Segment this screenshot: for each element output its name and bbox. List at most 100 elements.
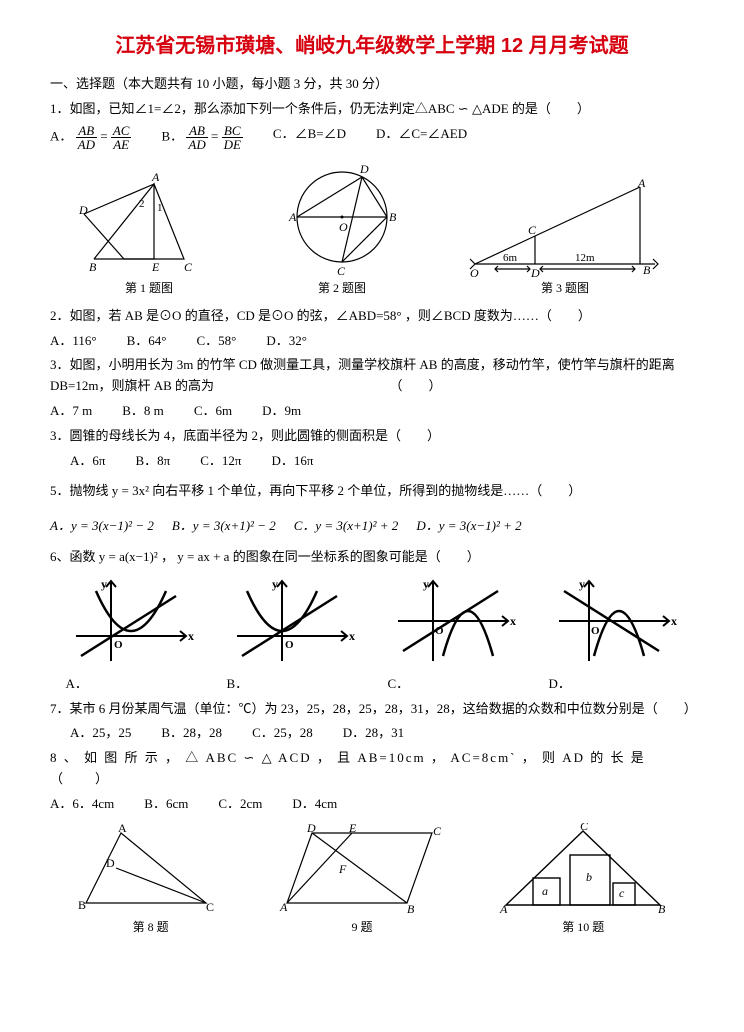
figure-row-2: A B C D 第 8 题 D E C A B F 9 题 [50,823,694,937]
q4-opt-b: B．8π [135,451,170,472]
svg-text:O: O [114,639,123,651]
q4-options: A．6π B．8π C．12π D．16π [50,451,694,472]
question-5: 5．抛物线 y = 3x² 向右平移 1 个单位，再向下平移 2 个单位，所得到… [50,481,694,502]
svg-text:O: O [435,625,444,637]
svg-text:B: B [643,263,651,277]
q7-opt-c: C．25，28 [252,723,313,744]
svg-text:C: C [433,824,442,838]
q4-opt-a: A．6π [70,451,105,472]
svg-text:y: y [272,577,278,591]
svg-text:x: x [188,629,194,643]
q6-opt-a: A． [66,674,196,695]
question-3: 3．如图，小明用长为 3m 的竹竿 CD 做测量工具，测量学校旗杆 AB 的高度… [50,355,694,397]
svg-text:O: O [339,220,348,234]
svg-text:b: b [586,870,592,884]
svg-text:C: C [184,260,193,274]
graph-d: x y O [549,576,679,666]
svg-text:B: B [658,902,666,916]
svg-text:A: A [637,179,646,190]
svg-text:A: A [279,900,288,914]
figure-3: A B C D O 6m 12m 第 3 题图 [465,179,665,298]
q4-opt-d: D．16π [271,451,313,472]
q3-opt-c: C．6m [194,401,232,422]
q2-opt-d: D．32° [266,331,307,352]
q5-opt-d: D．y = 3(x−1)² + 2 [416,516,521,537]
svg-text:B: B [407,902,415,916]
svg-text:x: x [349,629,355,643]
q8-opt-c: C．2cm [218,794,262,815]
figure-2: A B D C O 第 2 题图 [277,159,407,298]
q6-opt-d: D． [549,674,679,695]
figure-9: D E C A B F 9 题 [277,823,447,937]
q2-opt-c: C．58° [196,331,236,352]
svg-text:B: B [89,260,97,274]
svg-text:C: C [528,223,537,237]
svg-text:E: E [348,823,357,835]
q7-opt-a: A．25，25 [70,723,131,744]
question-6: 6、函数 y = a(x−1)² ， y = ax + a 的图象在同一坐标系的… [50,547,694,568]
svg-text:6m: 6m [503,252,518,264]
q3-options: A．7 m B．8 m C．6m D．9m [50,401,694,422]
svg-text:D: D [306,823,316,835]
svg-text:E: E [151,260,160,274]
q7-opt-b: B．28，28 [161,723,222,744]
question-4: 3．圆锥的母线长为 4，底面半径为 2，则此圆锥的侧面积是（ ） [50,426,694,447]
q8-options: A．6．4cm B．6cm C．2cm D．4cm [50,794,694,815]
svg-text:a: a [542,884,548,898]
graph-b: x y O [227,576,357,666]
svg-text:C: C [337,264,346,278]
q1-opt-c: C．∠B=∠D [273,124,346,151]
section-header: 一、选择题（本大题共有 10 小题，每小题 3 分，共 30 分） [50,74,694,95]
q1-opt-a: A． ABAD = ACAE [50,124,131,151]
figure-8: A B C D 第 8 题 [76,823,226,937]
q6-options: A． B． C． D． [50,674,694,695]
q6-graphs: x y O x y O x y O x y O [50,576,694,666]
q3-opt-d: D．9m [262,401,301,422]
svg-text:2: 2 [139,198,145,210]
question-7: 7．某市 6 月份某周气温（单位：℃）为 23，25，28，25，28，31，2… [50,699,694,720]
svg-text:x: x [671,614,677,628]
q8-opt-a: A．6．4cm [50,794,114,815]
svg-text:A: A [151,170,160,184]
q2-opt-a: A．116° [50,331,97,352]
q5-opt-b: B．y = 3(x+1)² − 2 [172,516,276,537]
svg-text:O: O [285,639,294,651]
q1-opt-d: D．∠C=∠AED [376,124,467,151]
svg-text:12m: 12m [575,252,595,264]
q6-opt-c: C． [388,674,518,695]
page-title: 江苏省无锡市璜塘、峭岐九年级数学上学期 12 月月考试题 [50,30,694,62]
question-8: 8 、 如 图 所 示 ， △ ABC ∽ △ ACD ， 且 AB=10cm … [50,748,694,790]
q3-opt-b: B．8 m [122,401,164,422]
svg-text:A: A [499,902,508,916]
question-2: 2．如图，若 AB 是⊙O 的直径，CD 是⊙O 的弦，∠ABD=58° ，则∠… [50,306,694,327]
q5-options: A．y = 3(x−1)² − 2 B．y = 3(x+1)² − 2 C．y … [50,516,694,537]
svg-text:O: O [591,625,600,637]
svg-text:B: B [78,898,86,912]
svg-text:1: 1 [157,202,163,214]
graph-c: x y O [388,576,518,666]
svg-text:D: D [79,203,88,217]
svg-text:y: y [423,577,429,591]
figure-1: A D B E C 2 1 第 1 题图 [79,169,219,298]
q8-opt-d: D．4cm [292,794,337,815]
svg-text:A: A [288,210,297,224]
q3-opt-a: A．7 m [50,401,92,422]
svg-text:C: C [580,823,589,833]
q7-options: A．25，25 B．28，28 C．25，28 D．28，31 [50,723,694,744]
svg-text:c: c [619,886,625,900]
svg-text:x: x [510,614,516,628]
svg-text:F: F [338,862,347,876]
q6-opt-b: B． [227,674,357,695]
svg-text:C: C [206,900,214,914]
q2-options: A．116° B．64° C．58° D．32° [50,331,694,352]
figure-row-1: A D B E C 2 1 第 1 题图 A B D C O 第 [50,159,694,298]
q8-opt-b: B．6cm [144,794,188,815]
svg-text:A: A [118,823,127,835]
svg-text:O: O [470,266,479,279]
q5-opt-a: A．y = 3(x−1)² − 2 [50,516,154,537]
graph-a: x y O [66,576,196,666]
svg-text:D: D [106,856,115,870]
q4-opt-c: C．12π [200,451,241,472]
svg-text:B: B [389,210,397,224]
q1-opt-b: B． ABAD = BCDE [161,124,242,151]
